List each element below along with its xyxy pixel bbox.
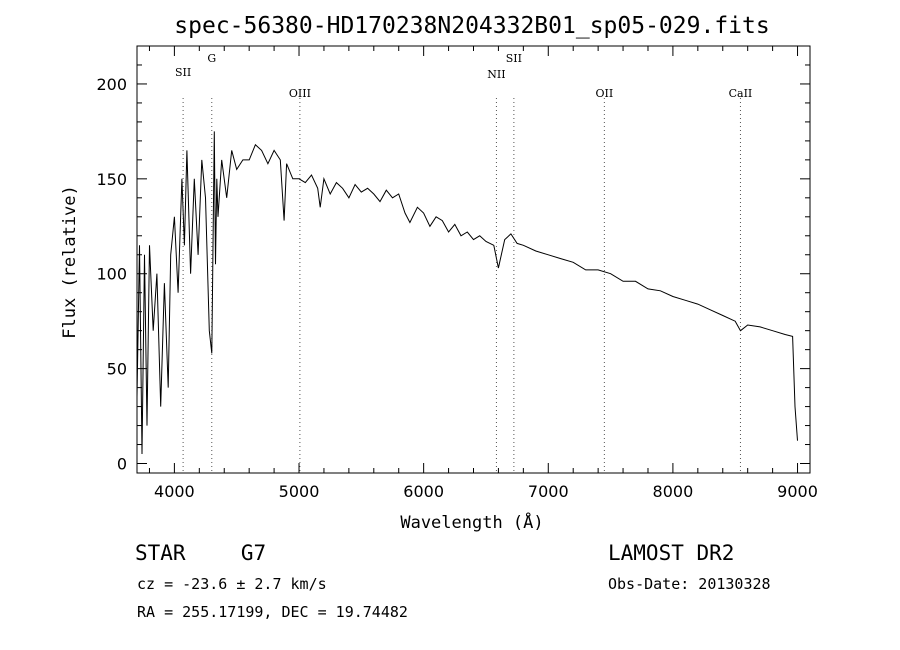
object-type: STAR — [135, 541, 186, 565]
x-tick-label: 4000 — [154, 482, 195, 501]
coordinates-text: RA = 255.17199, DEC = 19.74482 — [137, 603, 408, 621]
plot-frame — [136, 45, 811, 474]
line-marker-label: OIII — [289, 87, 311, 100]
x-tick-label: 6000 — [403, 482, 444, 501]
line-marker-label: SII — [175, 66, 191, 79]
object-subclass: G7 — [240, 541, 267, 565]
spectrum-line — [136, 131, 798, 455]
line-marker-label: NII — [487, 68, 505, 81]
y-tick-label: 100 — [96, 265, 127, 284]
x-axis-label: Wavelength (Å) — [400, 511, 543, 533]
line-marker-label: G — [207, 52, 216, 65]
y-tick-label: 50 — [107, 360, 127, 379]
y-tick-label: 150 — [96, 170, 127, 189]
obs-date-text: Obs-Date: 20130328 — [608, 575, 771, 593]
line-marker-label: OII — [596, 87, 614, 100]
x-tick-label: 8000 — [653, 482, 694, 501]
y-tick-label: 0 — [117, 455, 127, 474]
axis-tick-labels: 4000 5000 6000 7000 8000 9000 0 50 100 150 200 — [96, 75, 817, 501]
redshift-text: cz = -23.6 ± 2.7 km/s — [137, 575, 327, 593]
line-marker-label: CaII — [729, 87, 753, 100]
chart-title: spec-56380-HD170238N204332B01_sp05-029.f… — [174, 13, 769, 39]
x-tick-label: 7000 — [528, 482, 569, 501]
axis-ticks — [137, 46, 810, 473]
y-axis-label: Flux (relative) — [60, 185, 80, 339]
x-tick-label: 9000 — [777, 482, 818, 501]
survey-label: LAMOST DR2 — [608, 541, 735, 565]
x-tick-label: 5000 — [279, 482, 320, 501]
line-marker-label: SII — [506, 52, 522, 65]
y-tick-label: 200 — [96, 75, 127, 94]
